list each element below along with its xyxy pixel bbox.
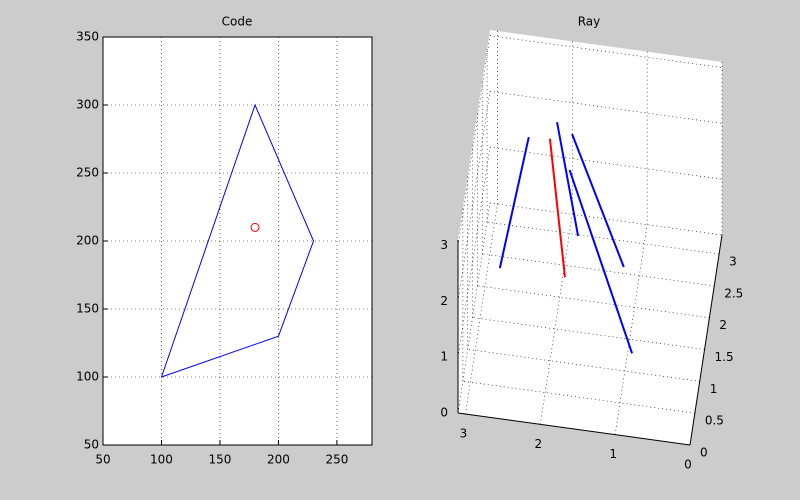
axis-line	[457, 412, 691, 446]
x-tick-label: 100	[150, 453, 173, 467]
z-tick-label: 2	[440, 294, 448, 308]
y-tick-label: 200	[76, 234, 99, 248]
y-tick-label: 50	[84, 438, 99, 452]
ray-line	[548, 138, 566, 278]
x-tick-label: 0	[684, 458, 692, 472]
plot-area	[458, 30, 722, 445]
y-tick-label: 0.5	[705, 414, 724, 428]
y-tick-label: 1.5	[715, 350, 734, 364]
x-tick-label: 3	[460, 427, 468, 441]
x-tick-label: 150	[209, 453, 232, 467]
x-tick-label: 1	[609, 447, 617, 461]
ray-line	[571, 133, 625, 268]
x-tick-label: 2	[535, 437, 543, 451]
chart-title: Ray	[578, 15, 601, 29]
y-tick-label: 1	[710, 382, 718, 396]
x-tick-label: 50	[95, 453, 110, 467]
y-tick-label: 2.5	[724, 286, 743, 300]
y-tick-label: 250	[76, 166, 99, 180]
axes-box	[102, 36, 373, 446]
z-tick-label: 1	[440, 350, 448, 364]
y-tick-label: 300	[76, 98, 99, 112]
z-tick-label: 0	[440, 406, 448, 420]
axis-line	[689, 234, 723, 446]
ray-line	[498, 136, 530, 269]
x-tick-label: 250	[325, 453, 348, 467]
y-tick-label: 2	[719, 318, 727, 332]
ray-line	[556, 121, 580, 237]
y-tick-label: 3	[729, 255, 737, 269]
chart-title: Code	[222, 15, 253, 29]
y-tick-label: 0	[700, 446, 708, 460]
marker	[250, 222, 260, 232]
line	[161, 103, 315, 378]
y-tick-label: 100	[76, 370, 99, 384]
y-tick-label: 150	[76, 302, 99, 316]
y-tick-label: 350	[76, 30, 99, 44]
x-tick-label: 200	[267, 453, 290, 467]
z-tick-label: 3	[440, 238, 448, 252]
ray-line	[568, 169, 634, 354]
